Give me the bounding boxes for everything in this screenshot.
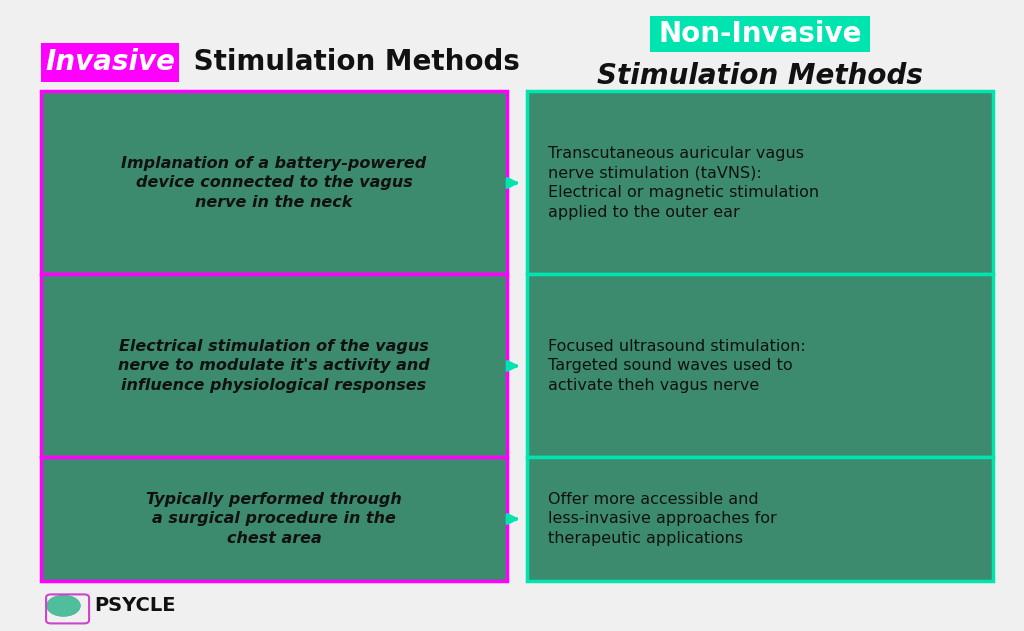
Text: Electrical stimulation of the vagus
nerve to modulate it's activity and
influenc: Electrical stimulation of the vagus nerv… (118, 339, 430, 393)
Text: PSYCLE: PSYCLE (94, 596, 176, 615)
Text: Non-Invasive: Non-Invasive (658, 20, 862, 48)
Bar (41, 274, 507, 457)
Text: Invasive: Invasive (45, 49, 175, 76)
Text: Stimulation Methods: Stimulation Methods (184, 49, 520, 76)
Bar (650, 16, 870, 52)
Text: Typically performed through
a surgical procedure in the
chest area: Typically performed through a surgical p… (146, 492, 401, 546)
Bar (527, 457, 993, 581)
Bar (41, 43, 179, 82)
Circle shape (47, 596, 80, 616)
Text: Transcutaneous auricular vagus
nerve stimulation (taVNS):
Electrical or magnetic: Transcutaneous auricular vagus nerve sti… (548, 146, 819, 220)
Text: Implanation of a battery-powered
device connected to the vagus
nerve in the neck: Implanation of a battery-powered device … (121, 156, 427, 210)
Text: Stimulation Methods: Stimulation Methods (597, 62, 924, 90)
Circle shape (47, 596, 80, 616)
Bar (527, 274, 993, 457)
Circle shape (47, 596, 80, 616)
Text: Focused ultrasound stimulation:
Targeted sound waves used to
activate theh vagus: Focused ultrasound stimulation: Targeted… (548, 339, 806, 393)
Bar (41, 91, 507, 274)
Bar (527, 91, 993, 274)
Text: Offer more accessible and
less-invasive approaches for
therapeutic applications: Offer more accessible and less-invasive … (548, 492, 776, 546)
Bar (41, 457, 507, 581)
